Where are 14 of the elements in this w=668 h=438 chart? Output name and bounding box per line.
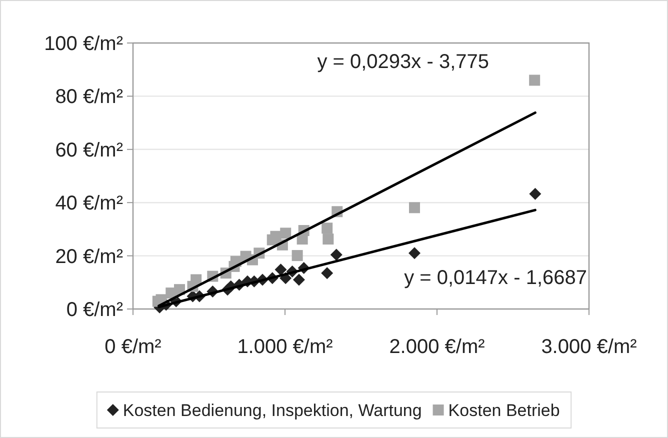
x-tick-label: 3.000 €/m² [541,336,638,358]
y-tick-label: 100 €/m² [44,33,124,55]
y-tick-label: 40 €/m² [55,192,124,215]
y-tick-label: 20 €/m² [55,246,124,268]
x-tick-label: 2.000 €/m² [389,336,486,358]
y-tick-label: 80 €/m² [55,86,124,108]
annotation: y = 0,0147x - 1,6687 [404,267,587,289]
annotation: y = 0,0293x - 3,775 [317,51,489,73]
legend-label: Kosten Betrieb [448,401,560,420]
y-tick-label: 0 €/m² [66,299,124,321]
y-tick-label: 60 €/m² [55,139,124,162]
x-tick-label: 0 €/m² [104,336,162,358]
x-tick-label: 1.000 €/m² [237,336,334,358]
legend-label: Kosten Bedienung, Inspektion, Wartung [122,401,422,420]
